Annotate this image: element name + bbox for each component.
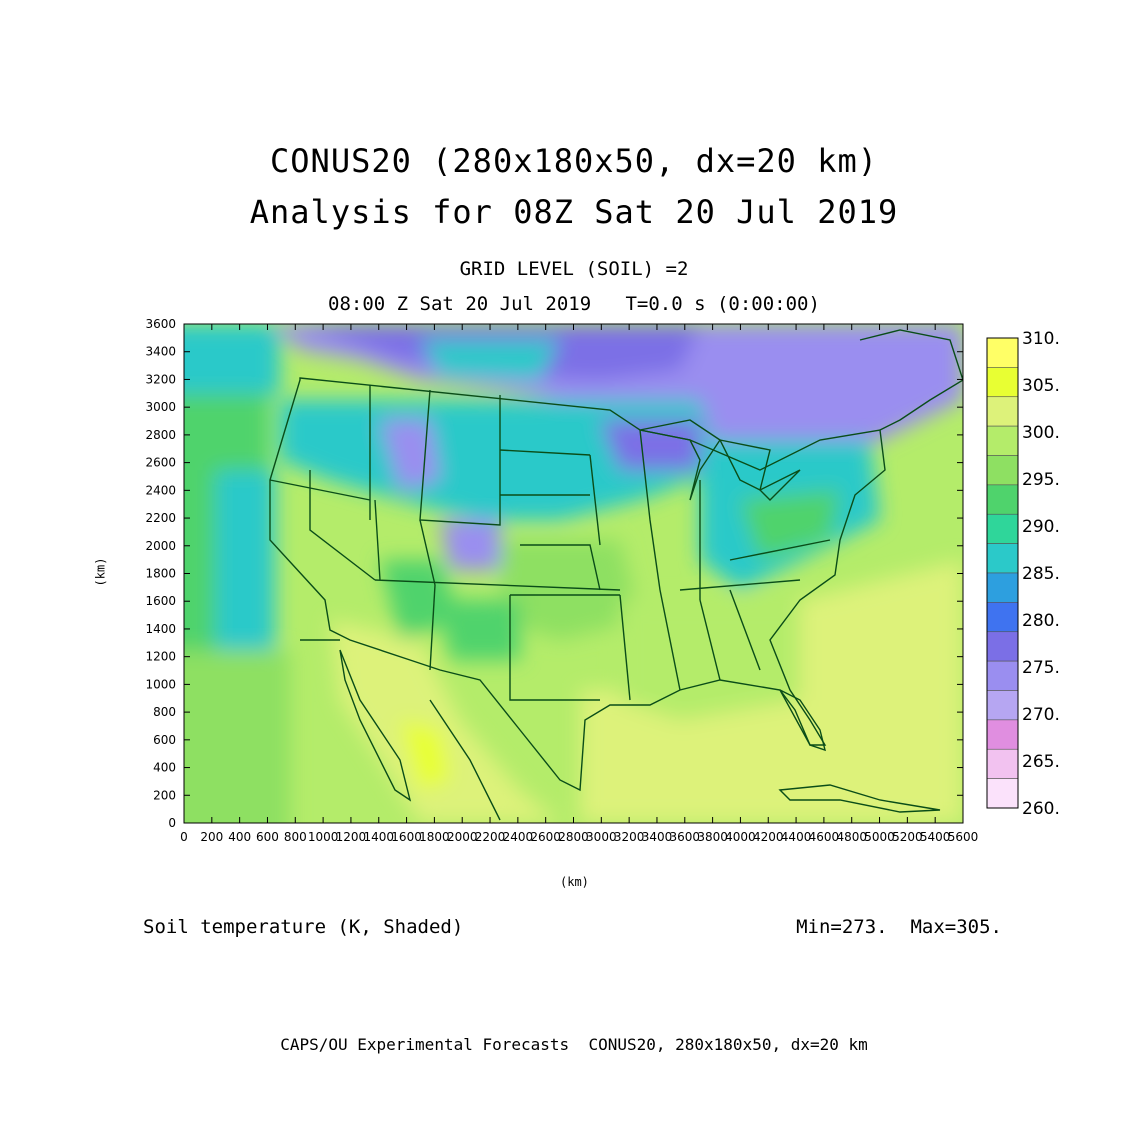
y-tick-label: 200: [153, 788, 176, 802]
y-axis-unit: (km): [93, 557, 108, 587]
great-lakes: [639, 419, 721, 501]
colorbar-swatch: [986, 367, 1019, 398]
colorbar-label: 265.: [1022, 752, 1060, 772]
colorbar-label: 260.: [1022, 799, 1060, 819]
x-tick-label: 4400: [781, 830, 812, 844]
x-tick-label: 800: [284, 830, 307, 844]
y-tick-label: 1800: [145, 567, 176, 581]
colorbar-swatch: [986, 572, 1019, 603]
colorbar-swatch: [986, 455, 1019, 486]
colorbar-swatch: [986, 631, 1019, 662]
y-tick-label: 3200: [145, 372, 176, 386]
x-tick-label: 5400: [920, 830, 951, 844]
x-tick-label: 1000: [308, 830, 339, 844]
colorbar-swatch: [986, 660, 1019, 691]
valid-time-label: 08:00 Z Sat 20 Jul 2019 T=0.0 s (0:00:00…: [328, 293, 820, 315]
x-tick-label: 5000: [864, 830, 895, 844]
y-tick-label: 3000: [145, 400, 176, 414]
mexico-outline: [339, 649, 412, 802]
colorbar-label: 280.: [1022, 611, 1060, 631]
colorbar-swatch: [986, 484, 1019, 515]
x-tick-label: 2000: [447, 830, 478, 844]
x-axis-unit: (km): [560, 875, 589, 889]
y-tick-label: 3600: [145, 317, 176, 331]
colorbar-label: 310.: [1022, 329, 1060, 349]
colorbar-label: 305.: [1022, 376, 1060, 396]
colorbar-label: 285.: [1022, 564, 1060, 584]
colorbar-swatch: [986, 690, 1019, 721]
colorbar-swatch: [986, 396, 1019, 427]
colorbar-label: 295.: [1022, 470, 1060, 490]
x-tick-label: 1400: [363, 830, 394, 844]
x-tick-label: 3400: [642, 830, 673, 844]
colorbar-swatch: [986, 543, 1019, 574]
x-tick-label: 3600: [670, 830, 701, 844]
x-tick-label: 1200: [336, 830, 367, 844]
y-tick-label: 3400: [145, 345, 176, 359]
y-tick-label: 800: [153, 705, 176, 719]
footer-credit: CAPS/OU Experimental Forecasts CONUS20, …: [280, 1035, 868, 1054]
map-title: CONUS20 (280x180x50, dx=20 km): [270, 142, 878, 180]
cuba: [778, 784, 941, 813]
x-tick-label: 5200: [892, 830, 923, 844]
y-axis: 0 200 400 600 800 1000 1200 1400 1600 1800 2000 220…: [145, 317, 963, 830]
colorbar-swatch: [986, 602, 1019, 633]
x-tick-label: 3800: [697, 830, 728, 844]
colorbar-label: 300.: [1022, 423, 1060, 443]
x-tick-label: 4600: [809, 830, 840, 844]
x-tick-label: 400: [228, 830, 251, 844]
y-tick-label: 1000: [145, 677, 176, 691]
y-tick-label: 2000: [145, 539, 176, 553]
x-tick-label: 4200: [753, 830, 784, 844]
y-tick-label: 1400: [145, 622, 176, 636]
x-tick-label: 600: [256, 830, 279, 844]
x-tick-label: 3000: [586, 830, 617, 844]
y-tick-label: 2800: [145, 428, 176, 442]
colorbar-swatch: [986, 778, 1019, 809]
x-tick-label: 4800: [836, 830, 867, 844]
variable-label: Soil temperature (K, Shaded): [143, 916, 464, 938]
y-tick-label: 600: [153, 733, 176, 747]
y-tick-label: 2200: [145, 511, 176, 525]
shaded-field: [184, 324, 963, 823]
colorbar-label: 275.: [1022, 658, 1060, 678]
colorbar-frame: [986, 337, 1019, 809]
y-tick-label: 1600: [145, 594, 176, 608]
y-tick-label: 1200: [145, 650, 176, 664]
colorbar: 310. 305. 300. 295. 290. 285. 280. 275. 270. 265.…: [986, 329, 1060, 819]
political-boundaries: [269, 329, 963, 821]
x-tick-label: 2400: [503, 830, 534, 844]
x-axis: 0 200 400 600 800 100012001400160018002000220…: [180, 324, 978, 844]
colorbar-swatch: [986, 513, 1019, 544]
x-tick-label: 1800: [419, 830, 450, 844]
y-tick-label: 2400: [145, 483, 176, 497]
x-tick-label: 4000: [725, 830, 756, 844]
min-max-label: Min=273. Max=305.: [796, 916, 1002, 938]
colorbar-label: 290.: [1022, 517, 1060, 537]
analysis-time-title: Analysis for 08Z Sat 20 Jul 2019: [249, 193, 899, 231]
x-tick-label: 1600: [391, 830, 422, 844]
colorbar-swatch: [986, 719, 1019, 750]
x-tick-label: 2200: [475, 830, 506, 844]
x-tick-label: 200: [200, 830, 223, 844]
x-tick-label: 2800: [558, 830, 589, 844]
colorbar-swatch: [986, 425, 1019, 456]
colorbar-swatch: [986, 748, 1019, 779]
y-tick-label: 0: [168, 816, 176, 830]
colorbar-label: 270.: [1022, 705, 1060, 725]
florida: [779, 689, 826, 752]
x-tick-label: 2600: [530, 830, 561, 844]
x-tick-label: 5600: [948, 830, 979, 844]
x-tick-label: 0: [180, 830, 188, 844]
y-tick-label: 400: [153, 761, 176, 775]
colorbar-swatch: [986, 337, 1019, 368]
y-tick-label: 2600: [145, 456, 176, 470]
x-tick-label: 3200: [614, 830, 645, 844]
grid-level-label: GRID LEVEL (SOIL) =2: [459, 258, 689, 280]
